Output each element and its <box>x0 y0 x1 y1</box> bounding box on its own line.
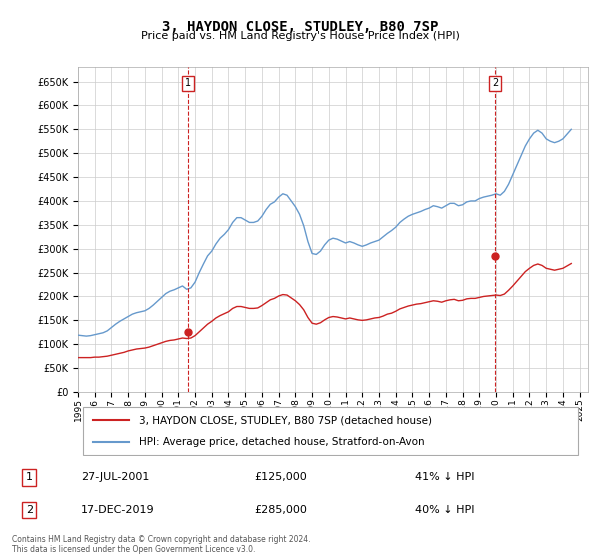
Text: 41% ↓ HPI: 41% ↓ HPI <box>415 473 475 482</box>
Text: Contains HM Land Registry data © Crown copyright and database right 2024.
This d: Contains HM Land Registry data © Crown c… <box>12 535 311 554</box>
Text: 40% ↓ HPI: 40% ↓ HPI <box>415 505 475 515</box>
Text: 17-DEC-2019: 17-DEC-2019 <box>81 505 155 515</box>
Text: 2: 2 <box>492 78 499 88</box>
Text: £125,000: £125,000 <box>254 473 307 482</box>
Text: 3, HAYDON CLOSE, STUDLEY, B80 7SP (detached house): 3, HAYDON CLOSE, STUDLEY, B80 7SP (detac… <box>139 415 432 425</box>
Text: 2: 2 <box>26 505 33 515</box>
Text: £285,000: £285,000 <box>254 505 307 515</box>
Text: 1: 1 <box>26 473 33 482</box>
Text: 27-JUL-2001: 27-JUL-2001 <box>81 473 149 482</box>
Text: 3, HAYDON CLOSE, STUDLEY, B80 7SP: 3, HAYDON CLOSE, STUDLEY, B80 7SP <box>162 20 438 34</box>
Text: HPI: Average price, detached house, Stratford-on-Avon: HPI: Average price, detached house, Stra… <box>139 437 425 447</box>
Text: 1: 1 <box>185 78 191 88</box>
FancyBboxPatch shape <box>83 407 578 455</box>
Text: Price paid vs. HM Land Registry's House Price Index (HPI): Price paid vs. HM Land Registry's House … <box>140 31 460 41</box>
